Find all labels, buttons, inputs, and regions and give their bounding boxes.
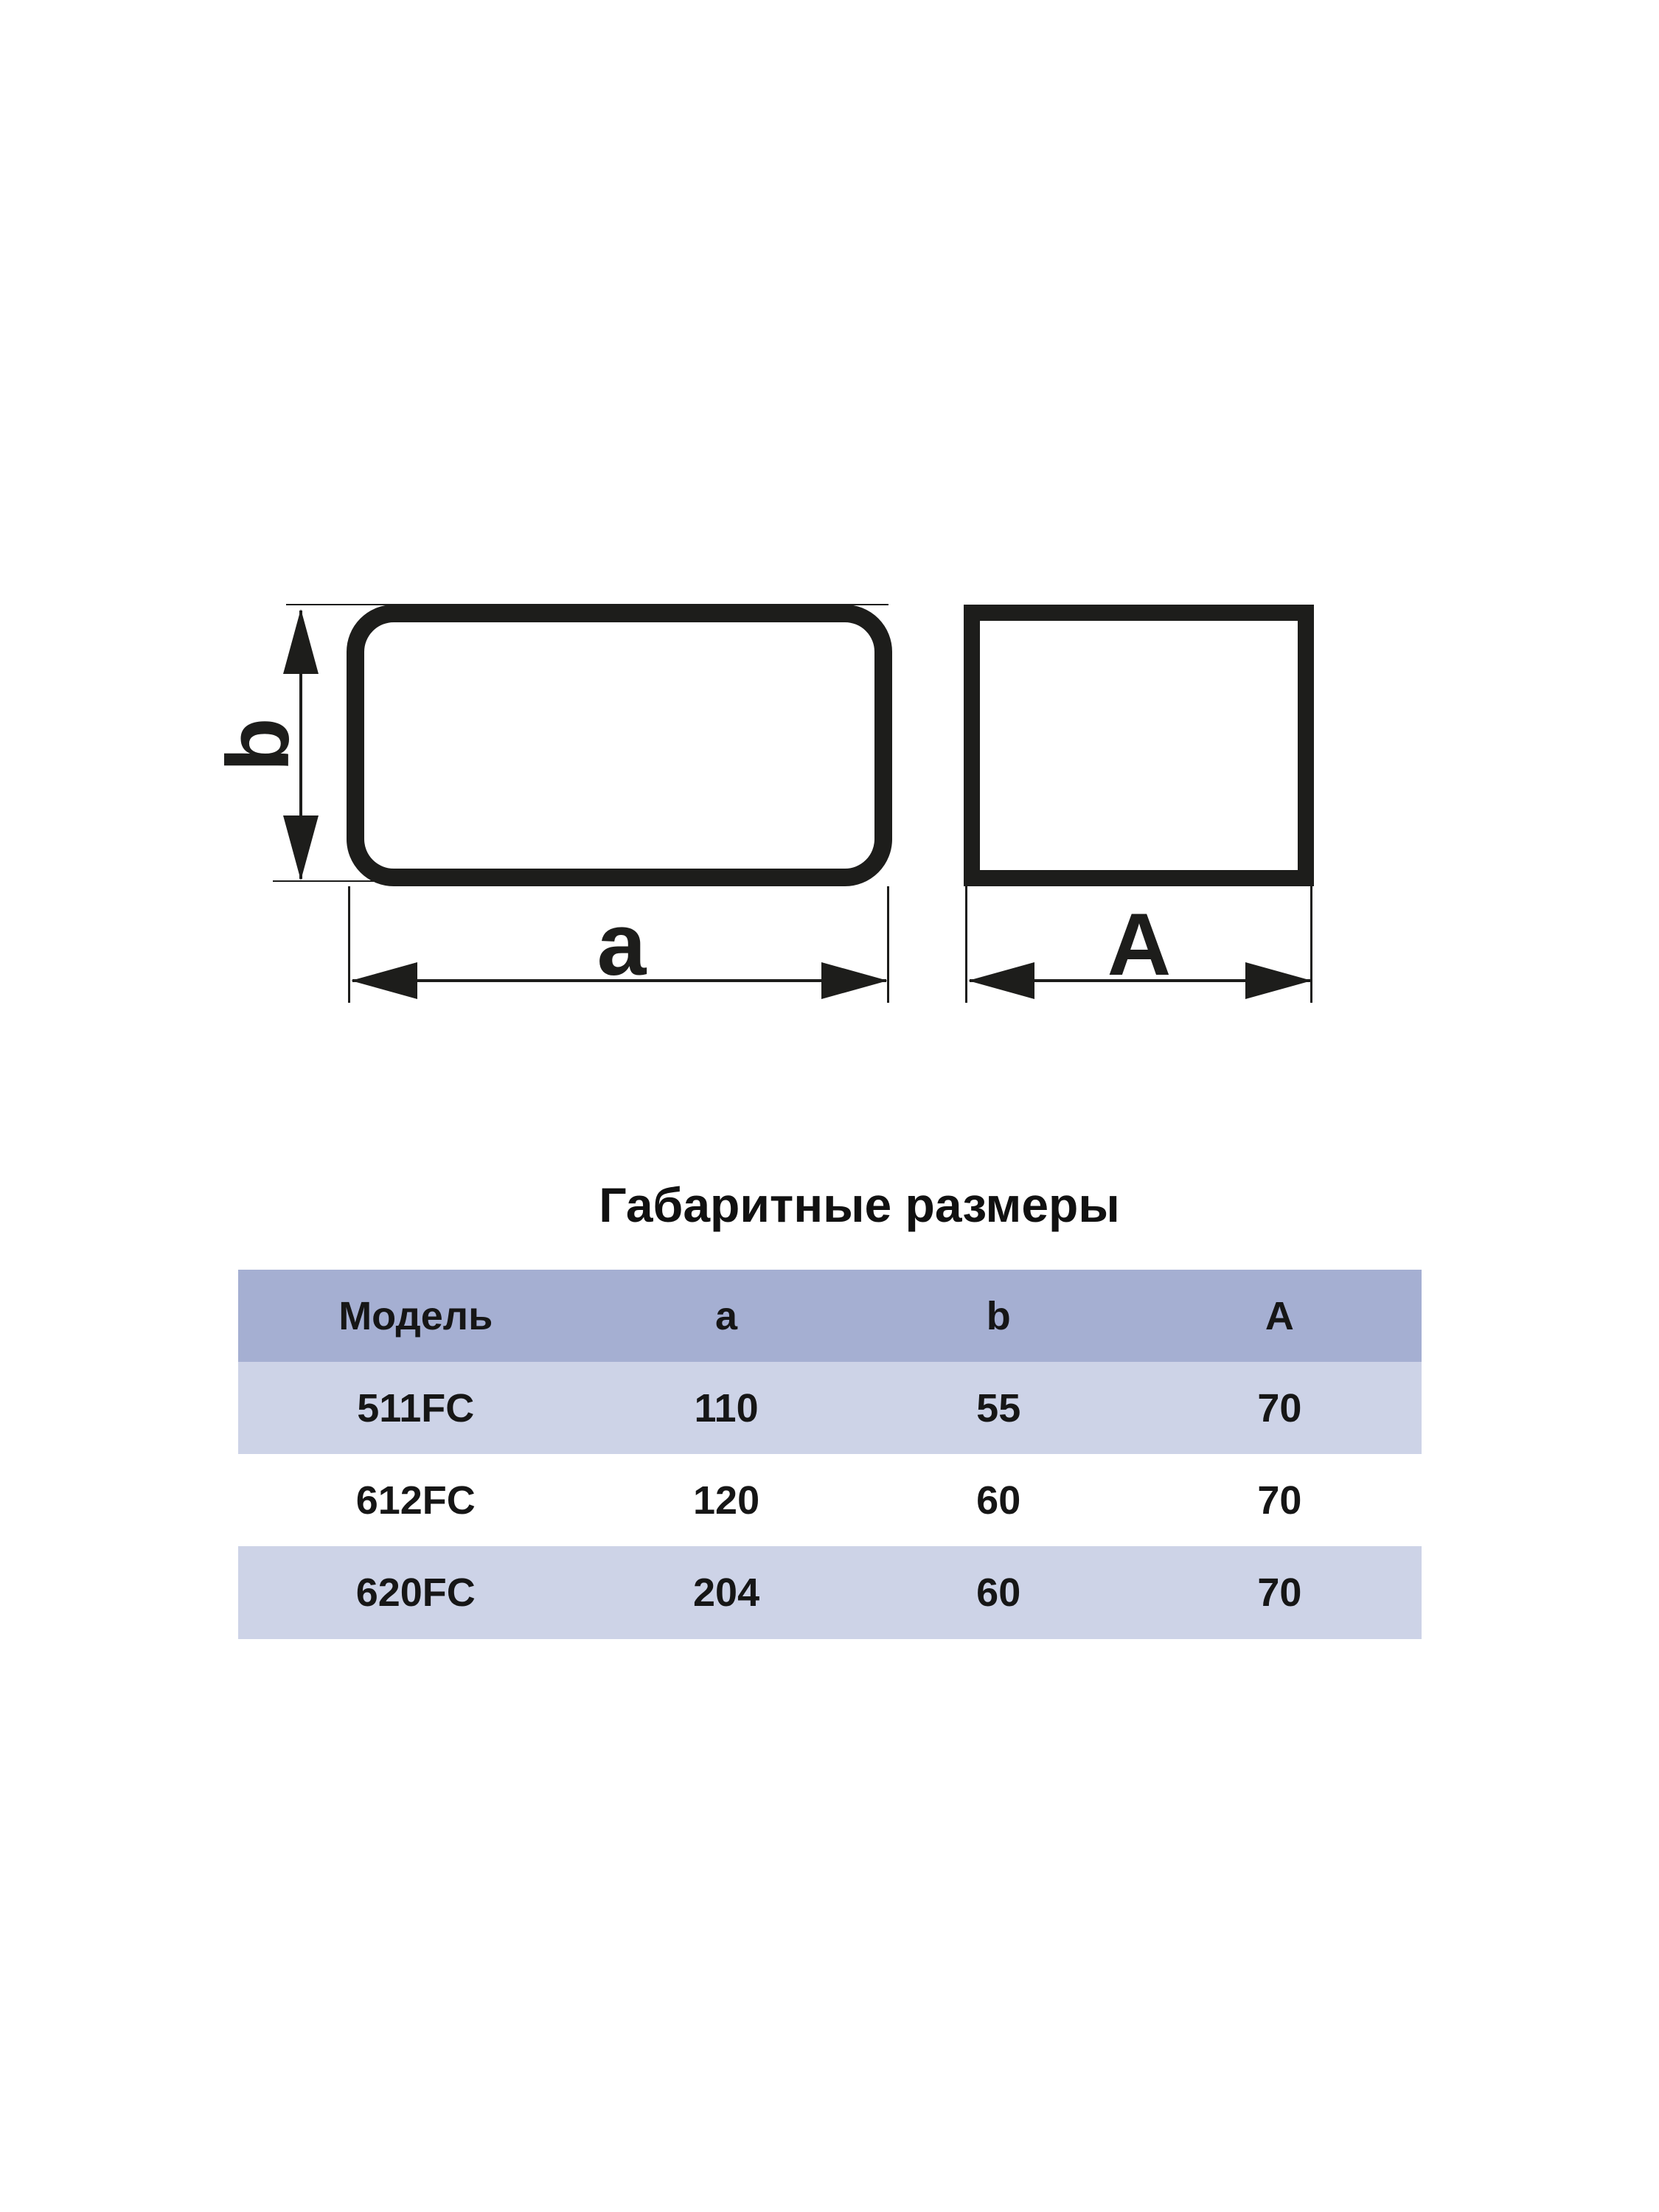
model-cell: 620FC (355, 1571, 476, 1615)
model-cell: 612FC (355, 1478, 476, 1523)
arrowhead-left-icon (968, 962, 1034, 999)
A-dimension-label: A (1107, 894, 1172, 994)
table-row: 511FC 110 55 70 (238, 1362, 1422, 1454)
A-extension-line-left (965, 886, 967, 1003)
column-header-model: Модель (338, 1293, 493, 1338)
b-cell: 60 (976, 1571, 1021, 1615)
A-cell: 70 (1257, 1478, 1302, 1523)
a-extension-line-left (348, 886, 350, 1003)
b-cell: 60 (976, 1478, 1021, 1523)
arrowhead-right-icon (1245, 962, 1312, 999)
A-cell: 70 (1257, 1571, 1302, 1615)
b-dimension-label: b (209, 717, 307, 772)
arrowhead-up-icon (283, 609, 319, 674)
a-extension-line-right (887, 886, 889, 1003)
arrowhead-down-icon (283, 815, 319, 880)
a-dimension-label: a (597, 894, 647, 994)
table-row: 612FC 120 60 70 (238, 1454, 1422, 1546)
A-dimension-line (970, 979, 1310, 982)
b-cell: 55 (976, 1385, 1021, 1430)
table-header-row: Модель a b A (238, 1270, 1422, 1362)
a-cell: 120 (693, 1478, 760, 1523)
A-cell: 70 (1257, 1385, 1302, 1430)
model-cell: 511FC (357, 1385, 475, 1430)
side-view-outline (964, 605, 1314, 886)
column-header-a: a (715, 1293, 738, 1338)
arrowhead-right-icon (821, 962, 888, 999)
table-row: 620FC 204 60 70 (238, 1546, 1422, 1639)
b-extension-line-bottom (273, 880, 383, 882)
b-extension-line-top (286, 604, 888, 605)
section-title: Габаритные размеры (599, 1178, 1120, 1232)
b-dimension-line (299, 611, 302, 879)
column-header-b: b (986, 1293, 1011, 1338)
front-view-outline (347, 605, 892, 886)
dimensions-table: Модель a b A 511FC 110 55 70 612FC 120 6… (238, 1270, 1422, 1639)
A-extension-line-right (1310, 886, 1312, 1003)
arrowhead-left-icon (351, 962, 417, 999)
a-cell: 204 (693, 1571, 760, 1615)
a-dimension-line (352, 979, 886, 982)
a-cell: 110 (694, 1385, 759, 1430)
column-header-A: A (1265, 1293, 1294, 1338)
